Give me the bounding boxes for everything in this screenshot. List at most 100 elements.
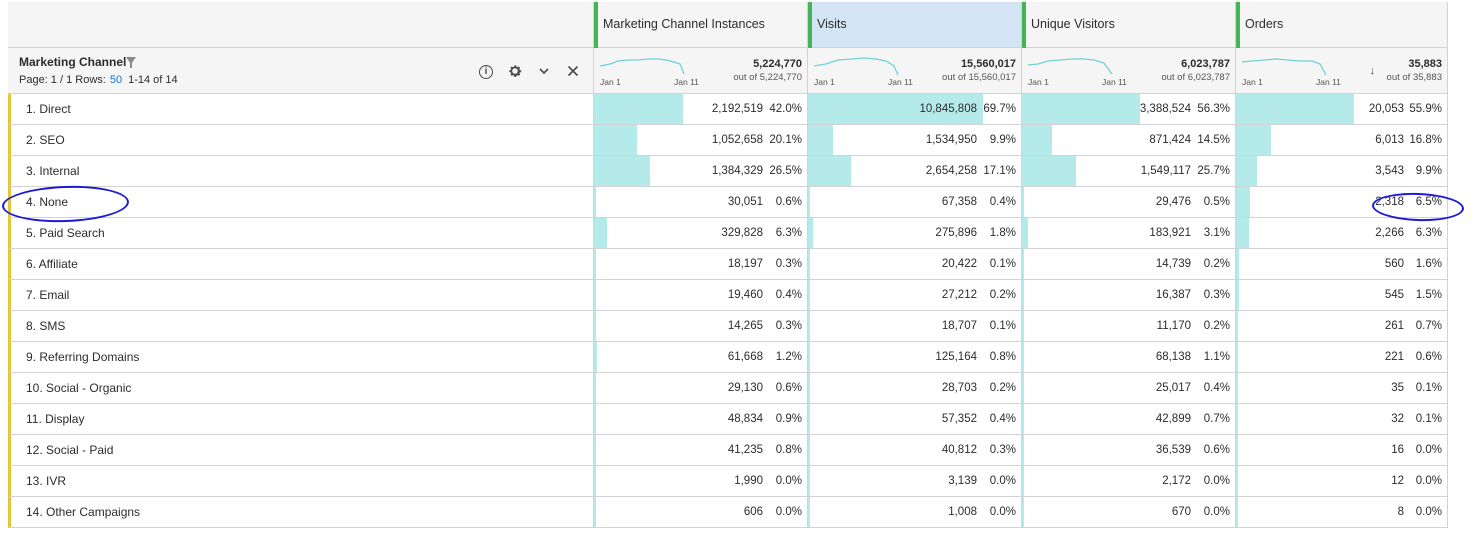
info-icon[interactable]: i xyxy=(479,65,493,79)
metric-header-1[interactable]: Marketing Channel Instances xyxy=(594,2,808,48)
table-row[interactable]: 9. Referring Domains 61,668 1.2% 125,164 0.8… xyxy=(8,342,1448,373)
metric-cell[interactable]: 42,899 0.7% xyxy=(1022,404,1236,435)
metric-cell[interactable]: 261 0.7% xyxy=(1236,311,1448,342)
metric-cell[interactable]: 1,534,950 9.9% xyxy=(808,125,1022,156)
metric-cell[interactable]: 16,387 0.3% xyxy=(1022,280,1236,311)
metric-cell[interactable]: 329,828 6.3% xyxy=(594,218,808,249)
table-row[interactable]: 5. Paid Search 329,828 6.3% 275,896 1.8% 183,… xyxy=(8,218,1448,249)
row-label[interactable]: 4. None xyxy=(8,187,594,218)
cell-percent: 56.3% xyxy=(1197,103,1230,115)
metric-cell[interactable]: 14,265 0.3% xyxy=(594,311,808,342)
metric-cell[interactable]: 18,707 0.1% xyxy=(808,311,1022,342)
metric-cell[interactable]: 1,008 0.0% xyxy=(808,497,1022,528)
metric-cell[interactable]: 10,845,808 69.7% xyxy=(808,94,1022,125)
table-row[interactable]: 3. Internal 1,384,329 26.5% 2,654,258 17.1% 1… xyxy=(8,156,1448,187)
sort-arrow-icon[interactable]: ↓ xyxy=(1369,65,1376,77)
metric-header-4[interactable]: Orders xyxy=(1236,2,1448,48)
metric-cell[interactable]: 27,212 0.2% xyxy=(808,280,1022,311)
metric-header-2[interactable]: Visits xyxy=(808,2,1022,48)
metric-cell[interactable]: 2,266 6.3% xyxy=(1236,218,1448,249)
metric-cell[interactable]: 19,460 0.4% xyxy=(594,280,808,311)
metric-cell[interactable]: 16 0.0% xyxy=(1236,435,1448,466)
row-label[interactable]: 11. Display xyxy=(8,404,594,435)
metric-cell[interactable]: 32 0.1% xyxy=(1236,404,1448,435)
metric-cell[interactable]: 871,424 14.5% xyxy=(1022,125,1236,156)
metric-cell[interactable]: 68,138 1.1% xyxy=(1022,342,1236,373)
table-row[interactable]: 6. Affiliate 18,197 0.3% 20,422 0.1% 14,739 0.… xyxy=(8,249,1448,280)
table-row[interactable]: 13. IVR 1,990 0.0% 3,139 0.0% 2,172 0.0% 12 0.0% xyxy=(8,466,1448,497)
metric-cell[interactable]: 125,164 0.8% xyxy=(808,342,1022,373)
metric-header-3[interactable]: Unique Visitors xyxy=(1022,2,1236,48)
close-icon[interactable] xyxy=(565,63,581,79)
row-label[interactable]: 9. Referring Domains xyxy=(8,342,594,373)
table-row[interactable]: 1. Direct 2,192,519 42.0% 10,845,808 69.7% 3,… xyxy=(8,94,1448,125)
metric-cell[interactable]: 61,668 1.2% xyxy=(594,342,808,373)
metric-cell[interactable]: 20,422 0.1% xyxy=(808,249,1022,280)
metric-cell[interactable]: 2,654,258 17.1% xyxy=(808,156,1022,187)
metric-cell[interactable]: 57,352 0.4% xyxy=(808,404,1022,435)
metric-cell[interactable]: 670 0.0% xyxy=(1022,497,1236,528)
table-row[interactable]: 10. Social - Organic 29,130 0.6% 28,703 0.2%… xyxy=(8,373,1448,404)
metric-cell[interactable]: 29,130 0.6% xyxy=(594,373,808,404)
table-row[interactable]: 7. Email 19,460 0.4% 27,212 0.2% 16,387 0.3% 54… xyxy=(8,280,1448,311)
metric-cell[interactable]: 1,052,658 20.1% xyxy=(594,125,808,156)
row-label[interactable]: 8. SMS xyxy=(8,311,594,342)
metric-cell[interactable]: 2,318 6.5% xyxy=(1236,187,1448,218)
row-label[interactable]: 3. Internal xyxy=(8,156,594,187)
row-label[interactable]: 2. SEO xyxy=(8,125,594,156)
metric-cell[interactable]: 8 0.0% xyxy=(1236,497,1448,528)
metric-cell[interactable]: 67,358 0.4% xyxy=(808,187,1022,218)
gear-icon[interactable] xyxy=(507,63,523,79)
row-label[interactable]: 14. Other Campaigns xyxy=(8,497,594,528)
metric-cell[interactable]: 1,990 0.0% xyxy=(594,466,808,497)
metric-cell[interactable]: 48,834 0.9% xyxy=(594,404,808,435)
metric-cell[interactable]: 30,051 0.6% xyxy=(594,187,808,218)
metric-cell[interactable]: 36,539 0.6% xyxy=(1022,435,1236,466)
metric-cell[interactable]: 11,170 0.2% xyxy=(1022,311,1236,342)
metric-cell[interactable]: 183,921 3.1% xyxy=(1022,218,1236,249)
row-label[interactable]: 10. Social - Organic xyxy=(8,373,594,404)
row-label[interactable]: 13. IVR xyxy=(8,466,594,497)
metric-cell[interactable]: 25,017 0.4% xyxy=(1022,373,1236,404)
metric-cell[interactable]: 275,896 1.8% xyxy=(808,218,1022,249)
dimension-title[interactable]: Marketing Channel xyxy=(19,55,127,69)
table-row[interactable]: 14. Other Campaigns 606 0.0% 1,008 0.0% 670 0.… xyxy=(8,497,1448,528)
metric-cell[interactable]: 14,739 0.2% xyxy=(1022,249,1236,280)
metric-cell[interactable]: 221 0.6% xyxy=(1236,342,1448,373)
metric-cell[interactable]: 560 1.6% xyxy=(1236,249,1448,280)
metric-cell[interactable]: 1,384,329 26.5% xyxy=(594,156,808,187)
row-label[interactable]: 6. Affiliate xyxy=(8,249,594,280)
metric-cell[interactable]: 28,703 0.2% xyxy=(808,373,1022,404)
metric-cell[interactable]: 1,549,117 25.7% xyxy=(1022,156,1236,187)
metric-cell[interactable]: 18,197 0.3% xyxy=(594,249,808,280)
metric-cell[interactable]: 3,388,524 56.3% xyxy=(1022,94,1236,125)
table-row[interactable]: 11. Display 48,834 0.9% 57,352 0.4% 42,899 0.7… xyxy=(8,404,1448,435)
metric-cell[interactable]: 29,476 0.5% xyxy=(1022,187,1236,218)
metric-cell[interactable]: 545 1.5% xyxy=(1236,280,1448,311)
metric-cell[interactable]: 6,013 16.8% xyxy=(1236,125,1448,156)
row-label[interactable]: 1. Direct xyxy=(8,94,594,125)
metric-cell[interactable]: 41,235 0.8% xyxy=(594,435,808,466)
metric-cell[interactable]: 35 0.1% xyxy=(1236,373,1448,404)
metric-cell[interactable]: 12 0.0% xyxy=(1236,466,1448,497)
metric-cell[interactable]: 3,139 0.0% xyxy=(808,466,1022,497)
row-label[interactable]: 7. Email xyxy=(8,280,594,311)
table-row[interactable]: 2. SEO 1,052,658 20.1% 1,534,950 9.9% 871,424… xyxy=(8,125,1448,156)
metric-cell[interactable]: 20,053 55.9% xyxy=(1236,94,1448,125)
metric-cell[interactable]: 2,192,519 42.0% xyxy=(594,94,808,125)
row-label[interactable]: 5. Paid Search xyxy=(8,218,594,249)
chevron-down-icon[interactable] xyxy=(536,63,552,79)
table-row[interactable]: 4. None 30,051 0.6% 67,358 0.4% 29,476 0.5% 2,3… xyxy=(8,187,1448,218)
filter-icon[interactable] xyxy=(126,57,136,68)
metric-cell[interactable]: 3,543 9.9% xyxy=(1236,156,1448,187)
metric-cell[interactable]: 606 0.0% xyxy=(594,497,808,528)
cell-percent: 0.9% xyxy=(775,413,802,425)
metric-cell[interactable]: 40,812 0.3% xyxy=(808,435,1022,466)
row-label[interactable]: 12. Social - Paid xyxy=(8,435,594,466)
cell-value: 14,739 xyxy=(1155,258,1191,270)
cell-value: 2,318 xyxy=(1375,196,1404,208)
metric-cell[interactable]: 2,172 0.0% xyxy=(1022,466,1236,497)
table-row[interactable]: 8. SMS 14,265 0.3% 18,707 0.1% 11,170 0.2% 261 0… xyxy=(8,311,1448,342)
rows-per-page-select[interactable]: 50 xyxy=(109,74,123,86)
table-row[interactable]: 12. Social - Paid 41,235 0.8% 40,812 0.3% 36,… xyxy=(8,435,1448,466)
